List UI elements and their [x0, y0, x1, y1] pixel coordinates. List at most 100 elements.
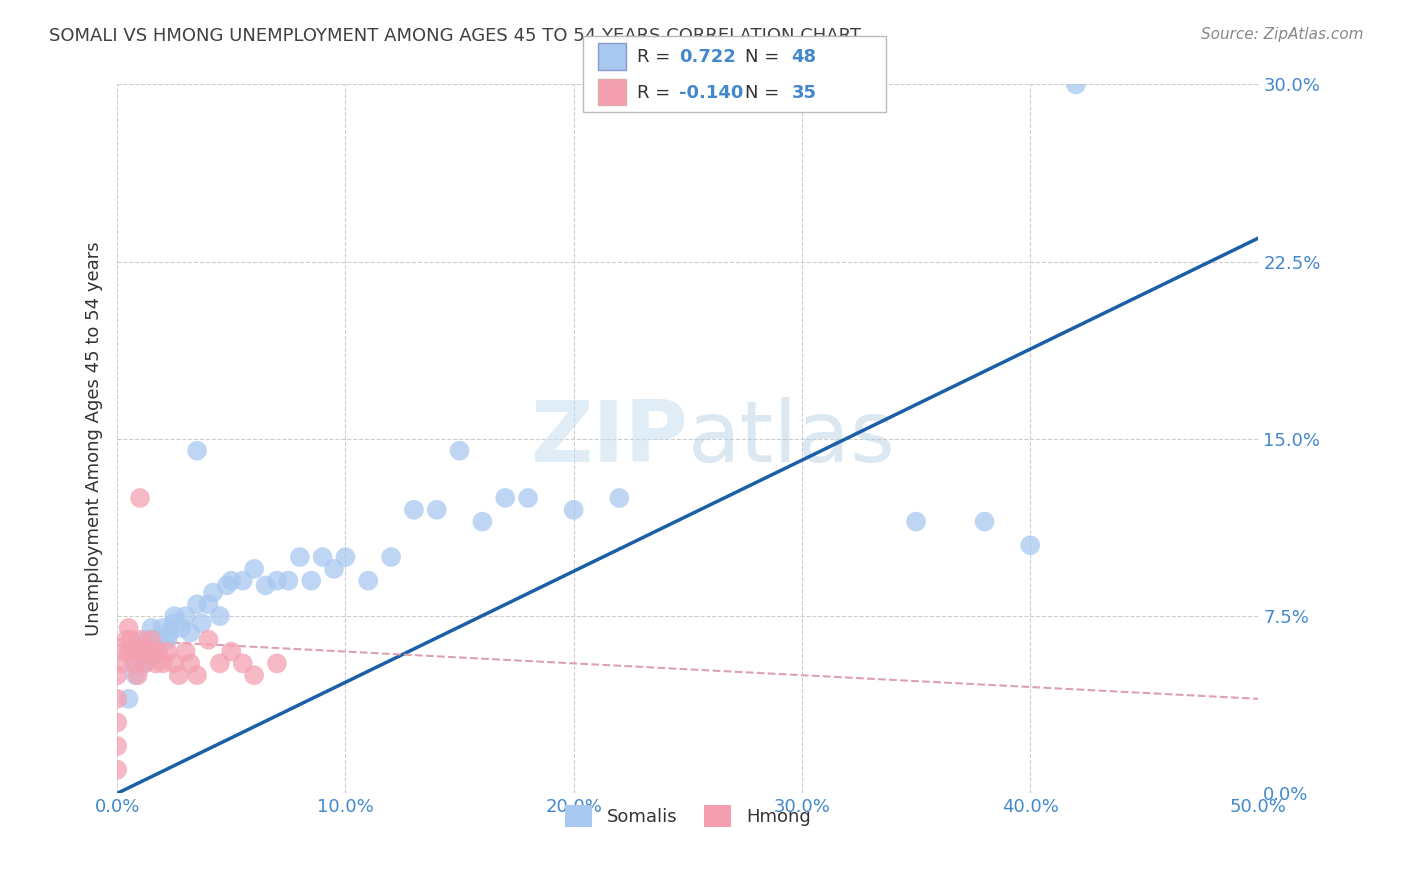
Point: [117, 691, 139, 706]
Text: R =: R =: [637, 48, 676, 66]
Point: [141, 632, 163, 647]
Text: SOMALI VS HMONG UNEMPLOYMENT AMONG AGES 45 TO 54 YEARS CORRELATION CHART: SOMALI VS HMONG UNEMPLOYMENT AMONG AGES …: [49, 27, 862, 45]
Text: ZIP: ZIP: [530, 398, 688, 481]
Point: [105, 691, 128, 706]
Point: [156, 644, 179, 658]
Point: [141, 644, 163, 658]
Point: [141, 621, 163, 635]
Point: [243, 562, 266, 576]
Text: 0.722: 0.722: [679, 48, 735, 66]
Point: [170, 621, 193, 635]
Point: [186, 443, 208, 458]
Point: [266, 574, 288, 588]
Point: [122, 657, 145, 671]
Point: [163, 609, 186, 624]
Point: [221, 574, 243, 588]
Point: [179, 657, 201, 671]
Point: [105, 715, 128, 730]
Point: [159, 625, 181, 640]
Point: [197, 597, 219, 611]
Point: [129, 632, 152, 647]
Point: [323, 562, 346, 576]
Text: Source: ZipAtlas.com: Source: ZipAtlas.com: [1201, 27, 1364, 42]
Point: [105, 763, 128, 777]
Point: [1064, 78, 1087, 92]
Point: [179, 625, 201, 640]
Point: [517, 491, 540, 505]
Point: [129, 644, 152, 658]
Point: [152, 621, 174, 635]
Point: [115, 632, 138, 647]
Point: [197, 632, 219, 647]
Y-axis label: Unemployment Among Ages 45 to 54 years: Unemployment Among Ages 45 to 54 years: [86, 242, 103, 636]
Point: [112, 644, 135, 658]
Point: [129, 644, 152, 658]
Point: [1019, 538, 1042, 552]
Point: [163, 657, 186, 671]
Point: [266, 657, 288, 671]
Point: [288, 549, 311, 564]
Point: [120, 632, 142, 647]
Point: [174, 609, 197, 624]
Text: N =: N =: [745, 48, 785, 66]
Point: [202, 585, 225, 599]
Point: [562, 503, 585, 517]
Legend: Somalis, Hmong: Somalis, Hmong: [558, 797, 818, 834]
Point: [134, 657, 156, 671]
Point: [380, 549, 402, 564]
Point: [156, 632, 179, 647]
Point: [111, 657, 134, 671]
Text: R =: R =: [637, 84, 676, 102]
Point: [135, 644, 157, 658]
Point: [449, 443, 471, 458]
Point: [142, 644, 165, 658]
Text: 48: 48: [792, 48, 817, 66]
Point: [208, 657, 231, 671]
Point: [117, 644, 139, 658]
Point: [124, 668, 146, 682]
Point: [402, 503, 425, 517]
Text: N =: N =: [745, 84, 785, 102]
Point: [117, 621, 139, 635]
Point: [122, 644, 145, 658]
Point: [905, 515, 928, 529]
Point: [335, 549, 357, 564]
Text: -0.140: -0.140: [679, 84, 744, 102]
Point: [134, 657, 156, 671]
Point: [190, 616, 212, 631]
Point: [148, 632, 170, 647]
Point: [311, 549, 333, 564]
Point: [277, 574, 299, 588]
Point: [135, 632, 157, 647]
Point: [973, 515, 995, 529]
Point: [105, 668, 128, 682]
Text: atlas: atlas: [688, 398, 896, 481]
Point: [215, 578, 238, 592]
Point: [167, 668, 190, 682]
Point: [174, 644, 197, 658]
Point: [609, 491, 631, 505]
Point: [152, 657, 174, 671]
Point: [129, 491, 152, 505]
Point: [186, 668, 208, 682]
Point: [124, 657, 146, 671]
Point: [232, 657, 254, 671]
Point: [299, 574, 322, 588]
Point: [186, 597, 208, 611]
Text: 35: 35: [792, 84, 817, 102]
Point: [105, 739, 128, 753]
Point: [494, 491, 516, 505]
Point: [127, 668, 149, 682]
Point: [254, 578, 277, 592]
Point: [145, 657, 167, 671]
Point: [471, 515, 494, 529]
Point: [141, 649, 163, 664]
Point: [243, 668, 266, 682]
Point: [426, 503, 449, 517]
Point: [208, 609, 231, 624]
Point: [163, 616, 186, 631]
Point: [357, 574, 380, 588]
Point: [148, 644, 170, 658]
Point: [232, 574, 254, 588]
Point: [221, 644, 243, 658]
